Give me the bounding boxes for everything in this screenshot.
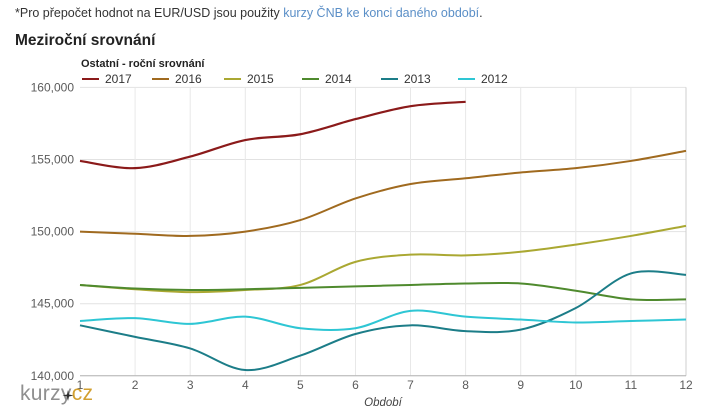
svg-text:10: 10 bbox=[569, 378, 583, 392]
svg-text:8: 8 bbox=[462, 378, 469, 392]
svg-text:140,000: 140,000 bbox=[31, 369, 75, 383]
svg-text:2: 2 bbox=[132, 378, 139, 392]
svg-text:150,000: 150,000 bbox=[31, 225, 75, 239]
svg-text:155,000: 155,000 bbox=[31, 153, 75, 167]
svg-text:160,000: 160,000 bbox=[31, 80, 75, 94]
svg-text:3: 3 bbox=[187, 378, 194, 392]
svg-text:6: 6 bbox=[352, 378, 359, 392]
svg-text:9: 9 bbox=[517, 378, 524, 392]
svg-text:12: 12 bbox=[679, 378, 693, 392]
svg-text:7: 7 bbox=[407, 378, 414, 392]
svg-text:5: 5 bbox=[297, 378, 304, 392]
svg-text:Období: Období bbox=[364, 397, 404, 409]
svg-text:145,000: 145,000 bbox=[31, 297, 75, 311]
svg-text:4: 4 bbox=[242, 378, 249, 392]
svg-text:11: 11 bbox=[625, 378, 638, 392]
